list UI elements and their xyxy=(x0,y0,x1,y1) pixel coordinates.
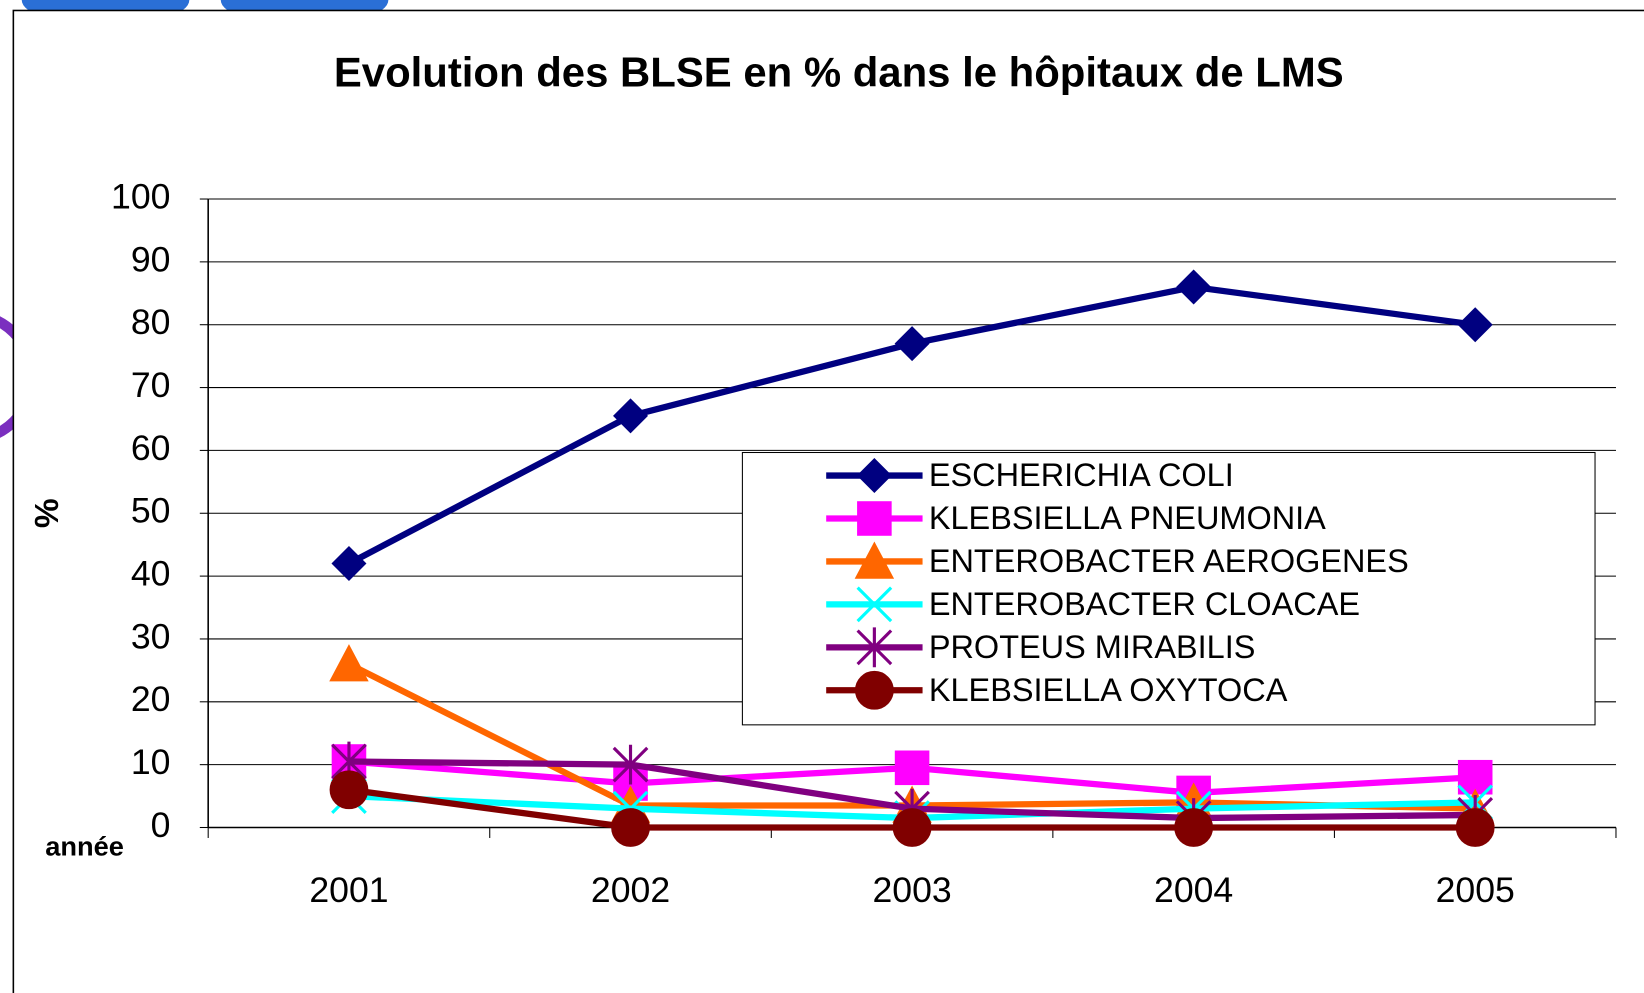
y-tick-label: 10 xyxy=(131,742,171,782)
y-tick-label: 30 xyxy=(131,616,171,656)
legend-marker xyxy=(856,671,894,709)
chart: Evolution des BLSE en % dans le hôpitaux… xyxy=(0,0,1644,993)
data-point xyxy=(1456,809,1494,847)
y-tick-label: 0 xyxy=(151,805,171,845)
data-point xyxy=(612,809,650,847)
data-point xyxy=(893,809,931,847)
y-axis-label: % xyxy=(29,498,66,528)
legend-label: PROTEUS MIRABILIS xyxy=(929,629,1256,665)
y-tick-label: 70 xyxy=(131,365,171,405)
x-tick-label: 2002 xyxy=(591,870,670,910)
legend-label: KLEBSIELLA OXYTOCA xyxy=(929,672,1288,708)
data-point xyxy=(895,751,929,785)
legend-label: ESCHERICHIA COLI xyxy=(929,457,1234,493)
data-point xyxy=(330,771,368,809)
y-tick-label: 40 xyxy=(131,554,171,594)
y-tick-label: 90 xyxy=(131,239,171,279)
x-tick-label: 2004 xyxy=(1154,870,1233,910)
y-tick-label: 80 xyxy=(131,302,171,342)
y-tick-label: 50 xyxy=(131,491,171,531)
legend-marker xyxy=(858,502,892,536)
x-tick-label: 2003 xyxy=(872,870,951,910)
data-point xyxy=(1175,809,1213,847)
x-axis-label: année xyxy=(45,831,124,862)
y-tick-label: 20 xyxy=(131,679,171,719)
legend-label: KLEBSIELLA PNEUMONIA xyxy=(929,500,1326,536)
legend-label: ENTEROBACTER AEROGENES xyxy=(929,543,1409,579)
x-tick-label: 2005 xyxy=(1436,870,1515,910)
y-tick-label: 100 xyxy=(111,176,170,216)
y-tick-label: 60 xyxy=(131,428,171,468)
x-tick-label: 2001 xyxy=(309,870,388,910)
chart-title: Evolution des BLSE en % dans le hôpitaux… xyxy=(334,48,1344,95)
legend-label: ENTEROBACTER CLOACAE xyxy=(929,586,1360,622)
